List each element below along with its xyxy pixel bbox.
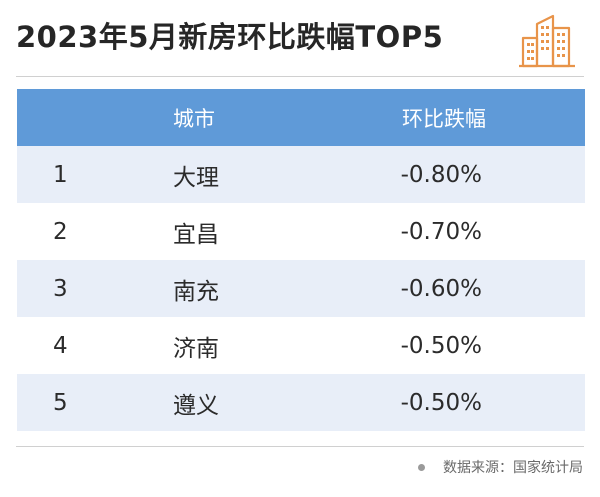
table-row: 2 宜昌 -0.70% xyxy=(17,203,585,260)
table-row: 4 济南 -0.50% xyxy=(17,317,585,374)
row-value: -0.50% xyxy=(400,389,482,416)
bottom-divider xyxy=(16,446,584,447)
row-rank: 2 xyxy=(53,218,68,245)
row-city: 南充 xyxy=(173,278,219,305)
row-value: -0.60% xyxy=(400,275,482,302)
ranking-table: 城市 环比跌幅 1 大理 -0.80% 2 宜昌 -0.70% 3 南充 -0.… xyxy=(17,89,585,431)
header-value: 环比跌幅 xyxy=(402,106,486,131)
row-rank: 1 xyxy=(53,161,68,188)
row-rank: 4 xyxy=(53,332,68,359)
source-text: 数据来源：国家统计局 xyxy=(443,460,583,476)
table-row: 3 南充 -0.60% xyxy=(17,260,585,317)
row-city: 济南 xyxy=(173,335,219,362)
top-divider xyxy=(16,76,584,77)
row-city: 大理 xyxy=(173,164,219,191)
header-city: 城市 xyxy=(173,106,215,131)
bullet-icon xyxy=(418,463,425,471)
building-icon xyxy=(519,14,575,68)
data-source: 数据来源：国家统计局 xyxy=(418,457,583,477)
row-rank: 5 xyxy=(53,389,68,416)
page-title: 2023年5月新房环比跌幅TOP5 xyxy=(16,20,444,54)
table-row: 5 遵义 -0.50% xyxy=(17,374,585,431)
row-value: -0.50% xyxy=(400,332,482,359)
row-value: -0.70% xyxy=(400,218,482,245)
row-city: 遵义 xyxy=(173,392,219,419)
row-city: 宜昌 xyxy=(173,221,219,248)
table-row: 1 大理 -0.80% xyxy=(17,146,585,203)
table-header: 城市 环比跌幅 xyxy=(17,89,585,146)
row-value: -0.80% xyxy=(400,161,482,188)
row-rank: 3 xyxy=(53,275,68,302)
